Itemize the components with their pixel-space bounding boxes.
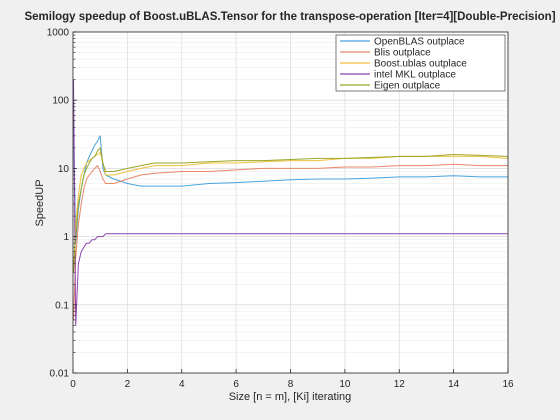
chart-title: Semilogy speedup of Boost.uBLAS.Tensor f… [24,11,555,23]
y-tick-label: 100 [52,96,69,107]
series-layer [73,79,509,326]
x-tick-label: 10 [339,379,351,390]
x-tick-label: 16 [502,379,514,390]
x-tick-label: 2 [125,379,131,390]
x-tick-label: 14 [448,379,460,390]
x-axis-label: Size [n = m], [Ki] iterating [229,391,352,403]
legend-label: intel MKL outplace [374,70,456,81]
series-line-boost-ublas-outplace [73,152,509,273]
y-tick-label: 0.01 [50,369,70,380]
legend-label: Blis outplace [374,48,431,59]
series-line-eigen-outplace [73,147,509,273]
legend-label: OpenBLAS outplace [374,37,465,48]
y-tick-label: 1 [63,232,69,243]
x-tick-label: 6 [233,379,239,390]
series-line-intel-mkl-outplace [73,79,508,326]
y-tick-label: 1000 [47,28,70,39]
x-tick-label: 12 [394,379,406,390]
x-tick-label: 8 [288,379,294,390]
y-axis-label: SpeedUP [34,179,46,226]
legend-label: Boost.ublas outplace [374,59,467,70]
legend-label: Eigen outplace [374,81,441,92]
x-tick-label: 0 [70,379,76,390]
x-tick-label: 4 [179,379,185,390]
y-tick-label: 10 [58,164,70,175]
y-tick-label: 0.1 [55,300,69,311]
axis-ticks: 0 2 4 6 8 10 12 14 16 0.01 0.1 1 10 100 1000 [47,28,514,391]
series-line-blis-outplace [73,163,508,320]
